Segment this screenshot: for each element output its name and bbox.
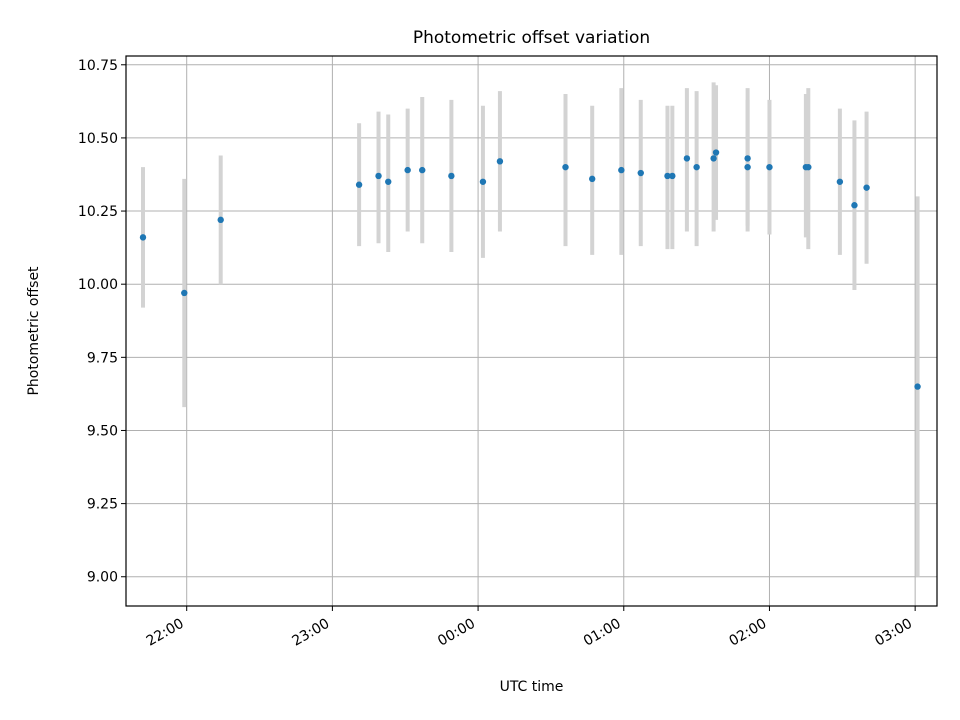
data-point: [863, 184, 870, 191]
data-point: [766, 163, 773, 171]
data-point: [562, 163, 569, 171]
y-tick-label: 10.75: [78, 58, 118, 74]
y-tick-label: 9.75: [87, 350, 118, 366]
x-axis-label: UTC time: [500, 679, 564, 695]
data-point: [914, 383, 921, 390]
data-point: [385, 178, 392, 185]
data-point: [683, 155, 691, 162]
data-point: [355, 181, 363, 188]
data-point: [479, 178, 487, 185]
data-point: [217, 216, 224, 224]
data-point: [805, 163, 812, 171]
data-point: [496, 158, 504, 165]
data-point: [851, 202, 858, 209]
data-point: [744, 155, 751, 162]
data-point: [419, 166, 426, 174]
y-tick-label: 10.25: [78, 204, 118, 220]
data-point: [712, 149, 720, 156]
data-point: [664, 172, 671, 180]
grid-lines: [126, 56, 937, 606]
data-points: [139, 149, 921, 390]
data-point: [448, 172, 455, 180]
data-point: [669, 172, 676, 180]
data-point: [404, 166, 411, 174]
data-point: [693, 163, 700, 171]
data-point: [744, 163, 751, 171]
chart-title: Photometric offset variation: [413, 28, 650, 48]
y-axis-label: Photometric offset: [26, 266, 42, 396]
data-point: [710, 155, 717, 162]
y-tick-label: 9.00: [87, 570, 118, 586]
data-point: [375, 172, 382, 180]
data-point: [589, 175, 596, 183]
data-point: [618, 166, 625, 174]
y-axis-ticks: 9.00 9.25 9.50 9.75 10.00 10.25 10.50 10.75: [78, 58, 126, 586]
data-point: [181, 289, 188, 297]
plot-frame: [125, 55, 938, 607]
data-point: [836, 178, 844, 185]
y-tick-label: 9.25: [87, 497, 118, 513]
y-tick-label: 10.50: [78, 131, 118, 147]
data-point: [637, 169, 644, 177]
y-tick-label: 9.50: [87, 423, 118, 439]
data-point: [139, 234, 147, 241]
y-tick-label: 10.00: [78, 277, 118, 293]
